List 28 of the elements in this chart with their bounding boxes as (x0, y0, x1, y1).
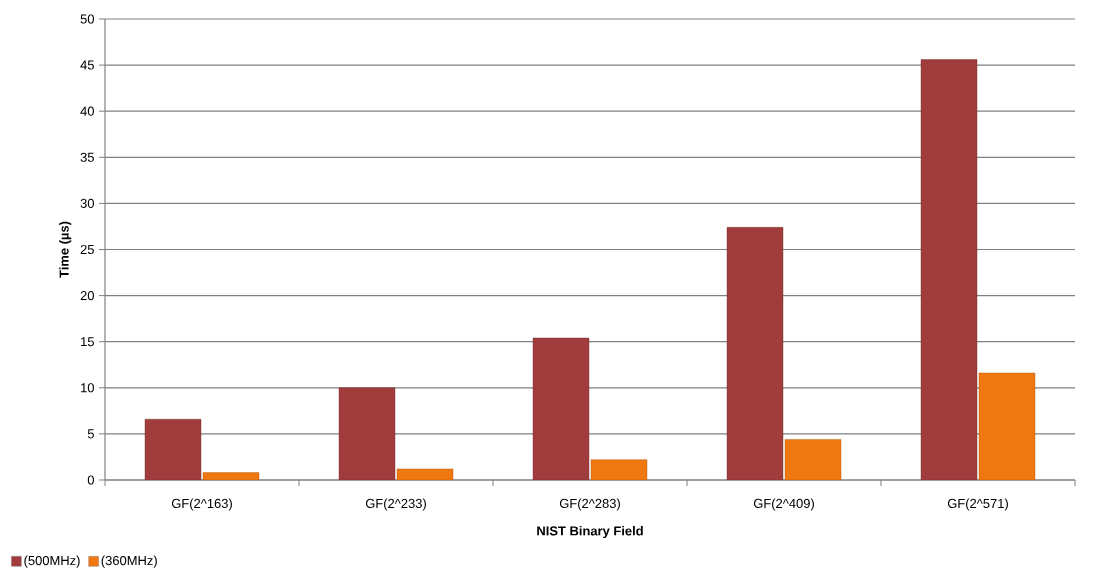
bar (338, 387, 396, 480)
x-tick-label: GF(2^233) (365, 498, 426, 511)
legend-label: (500MHz) (24, 555, 80, 568)
bar (590, 459, 648, 480)
y-tick-label: 50 (80, 14, 94, 24)
bar (726, 227, 784, 480)
y-tick-label: 30 (80, 198, 94, 208)
y-tick-label: 10 (81, 383, 94, 393)
bar (920, 59, 978, 480)
y-axis-title: Time (µs) (59, 221, 72, 278)
x-tick-label: GF(2^571) (947, 498, 1008, 511)
y-tick-label: 15 (81, 337, 94, 347)
y-tick-label: 45 (80, 60, 94, 70)
bar (144, 418, 202, 480)
x-axis-title: NIST Binary Field (537, 525, 643, 539)
legend-label: (360MHz) (101, 555, 157, 568)
bar (784, 439, 842, 480)
y-tick-label: 40 (80, 106, 94, 116)
x-tick-label: GF(2^163) (171, 498, 232, 511)
y-tick-label: 25 (80, 244, 94, 255)
x-tick-label: GF(2^283) (559, 498, 620, 511)
y-tick-label: 5 (87, 429, 94, 439)
bar (978, 372, 1036, 480)
x-tick-label: GF(2^409) (753, 498, 814, 511)
y-tick-label: 35 (80, 152, 94, 162)
y-tick-label: 20 (80, 291, 94, 301)
y-tick-label: 0 (87, 475, 94, 485)
bar (532, 337, 590, 480)
